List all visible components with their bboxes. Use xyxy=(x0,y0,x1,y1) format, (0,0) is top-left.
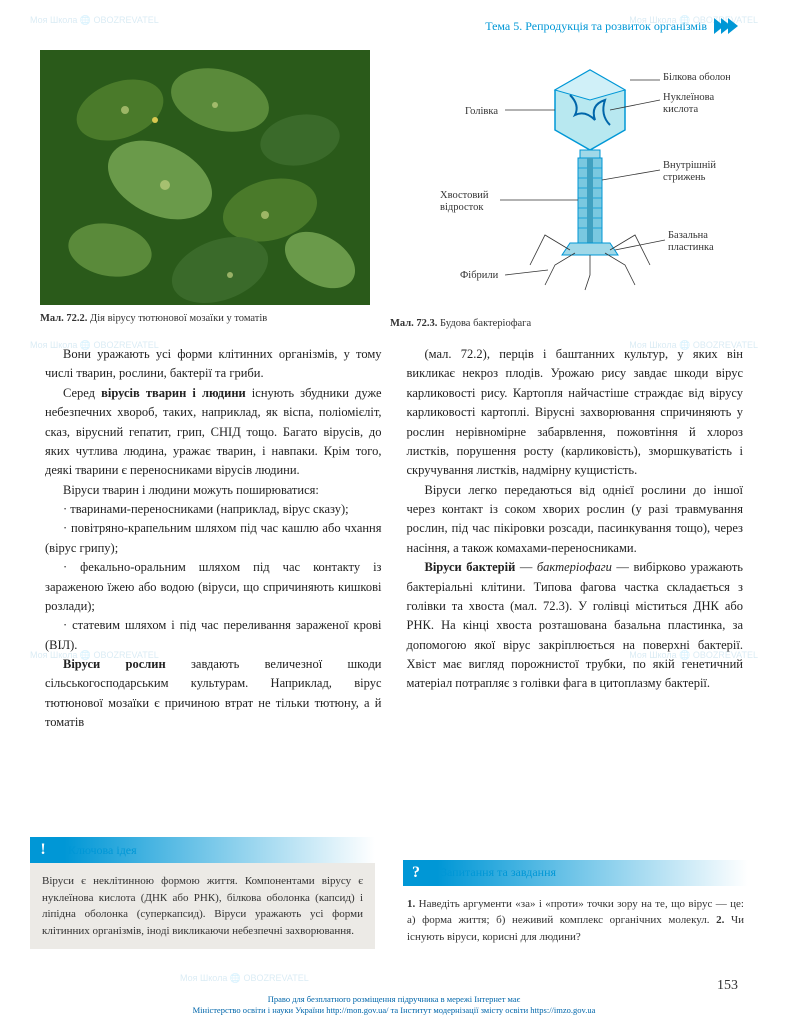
label-baseplate-2: пластинка xyxy=(668,242,714,253)
para: Віруси тварин і людини можуть поширювати… xyxy=(45,481,382,500)
main-text: Вони уражають усі форми клітинних органі… xyxy=(45,345,743,733)
key-idea-title: Ключова ідея xyxy=(64,843,137,858)
para: Серед вірусів тварин і людини існують зб… xyxy=(45,384,382,481)
figure-72-2: Мал. 72.2. Дія вірусу тютюнової мозаїки … xyxy=(40,50,370,329)
key-idea-box: ! Ключова ідея Віруси є неклітинною форм… xyxy=(30,837,375,949)
label-nucleic-2: кислота xyxy=(663,104,698,115)
label-fibrils: Фібрили xyxy=(460,270,499,281)
chevron-decoration xyxy=(717,18,738,34)
para: (мал. 72.2), перців і баштанних культур,… xyxy=(407,345,744,481)
key-idea-header: ! Ключова ідея xyxy=(30,837,375,863)
para: Віруси рослин завдають величезної шкоди … xyxy=(45,655,382,733)
figures-container: Мал. 72.2. Дія вірусу тютюнової мозаїки … xyxy=(40,50,748,329)
page-number: 153 xyxy=(717,978,738,994)
key-idea-body: Віруси є неклітинною формою життя. Компо… xyxy=(30,863,375,949)
page-header: Тема 5. Репродукція та розвиток організм… xyxy=(485,18,738,34)
label-baseplate-1: Базальна xyxy=(668,230,708,241)
figure-72-3: Голівка Білкова оболонка Нуклеїнова кисл… xyxy=(390,50,730,329)
watermark: Моя Школа 🌐 OBOZREVATEL xyxy=(30,15,159,26)
para: Вони уражають усі форми клітинних органі… xyxy=(45,345,382,384)
plant-image xyxy=(40,50,370,305)
bullet: · повітряно-крапельним шляхом під час ка… xyxy=(45,519,382,558)
question-icon: ? xyxy=(403,860,429,886)
bullet: · фекально-оральним шляхом під час конта… xyxy=(45,558,382,616)
questions-body: 1. Наведіть аргументи «за» і «проти» точ… xyxy=(403,886,748,950)
column-left: Вони уражають усі форми клітинних органі… xyxy=(45,345,382,733)
column-right: (мал. 72.2), перців і баштанних культур,… xyxy=(407,345,744,733)
bullet: · статевим шляхом і під час переливання … xyxy=(45,616,382,655)
questions-header: ? Запитання та завдання xyxy=(403,860,748,886)
label-nucleic-1: Нуклеїнова xyxy=(663,92,714,103)
label-tail-1: Хвостовий xyxy=(440,190,489,201)
figure-caption-1: Мал. 72.2. Дія вірусу тютюнової мозаїки … xyxy=(40,313,370,324)
label-protein: Білкова оболонка xyxy=(663,72,730,83)
figure-caption-2: Мал. 72.3. Будова бактеріофага xyxy=(390,318,730,329)
label-core-2: стрижень xyxy=(663,172,706,183)
questions-box: ? Запитання та завдання 1. Наведіть аргу… xyxy=(403,860,748,950)
label-tail-2: відросток xyxy=(440,202,484,213)
bacteriophage-diagram: Голівка Білкова оболонка Нуклеїнова кисл… xyxy=(390,50,730,305)
label-core-1: Внутрішній xyxy=(663,160,716,171)
label-head: Голівка xyxy=(465,106,498,117)
para: Віруси легко передаються від однієї росл… xyxy=(407,481,744,559)
footer: Право для безплатного розміщення підручн… xyxy=(0,994,788,1016)
footer-line1: Право для безплатного розміщення підручн… xyxy=(0,994,788,1005)
para: Віруси бактерій — бактеріофаги — вибірко… xyxy=(407,558,744,694)
topic-title: Тема 5. Репродукція та розвиток організм… xyxy=(485,19,707,34)
footer-line2: Міністерство освіти і науки України http… xyxy=(0,1005,788,1016)
exclamation-icon: ! xyxy=(30,837,56,863)
watermark: Моя Школа 🌐 OBOZREVATEL xyxy=(180,973,309,984)
bullet: · тваринами-переносниками (наприклад, ві… xyxy=(45,500,382,519)
questions-title: Запитання та завдання xyxy=(437,865,556,880)
